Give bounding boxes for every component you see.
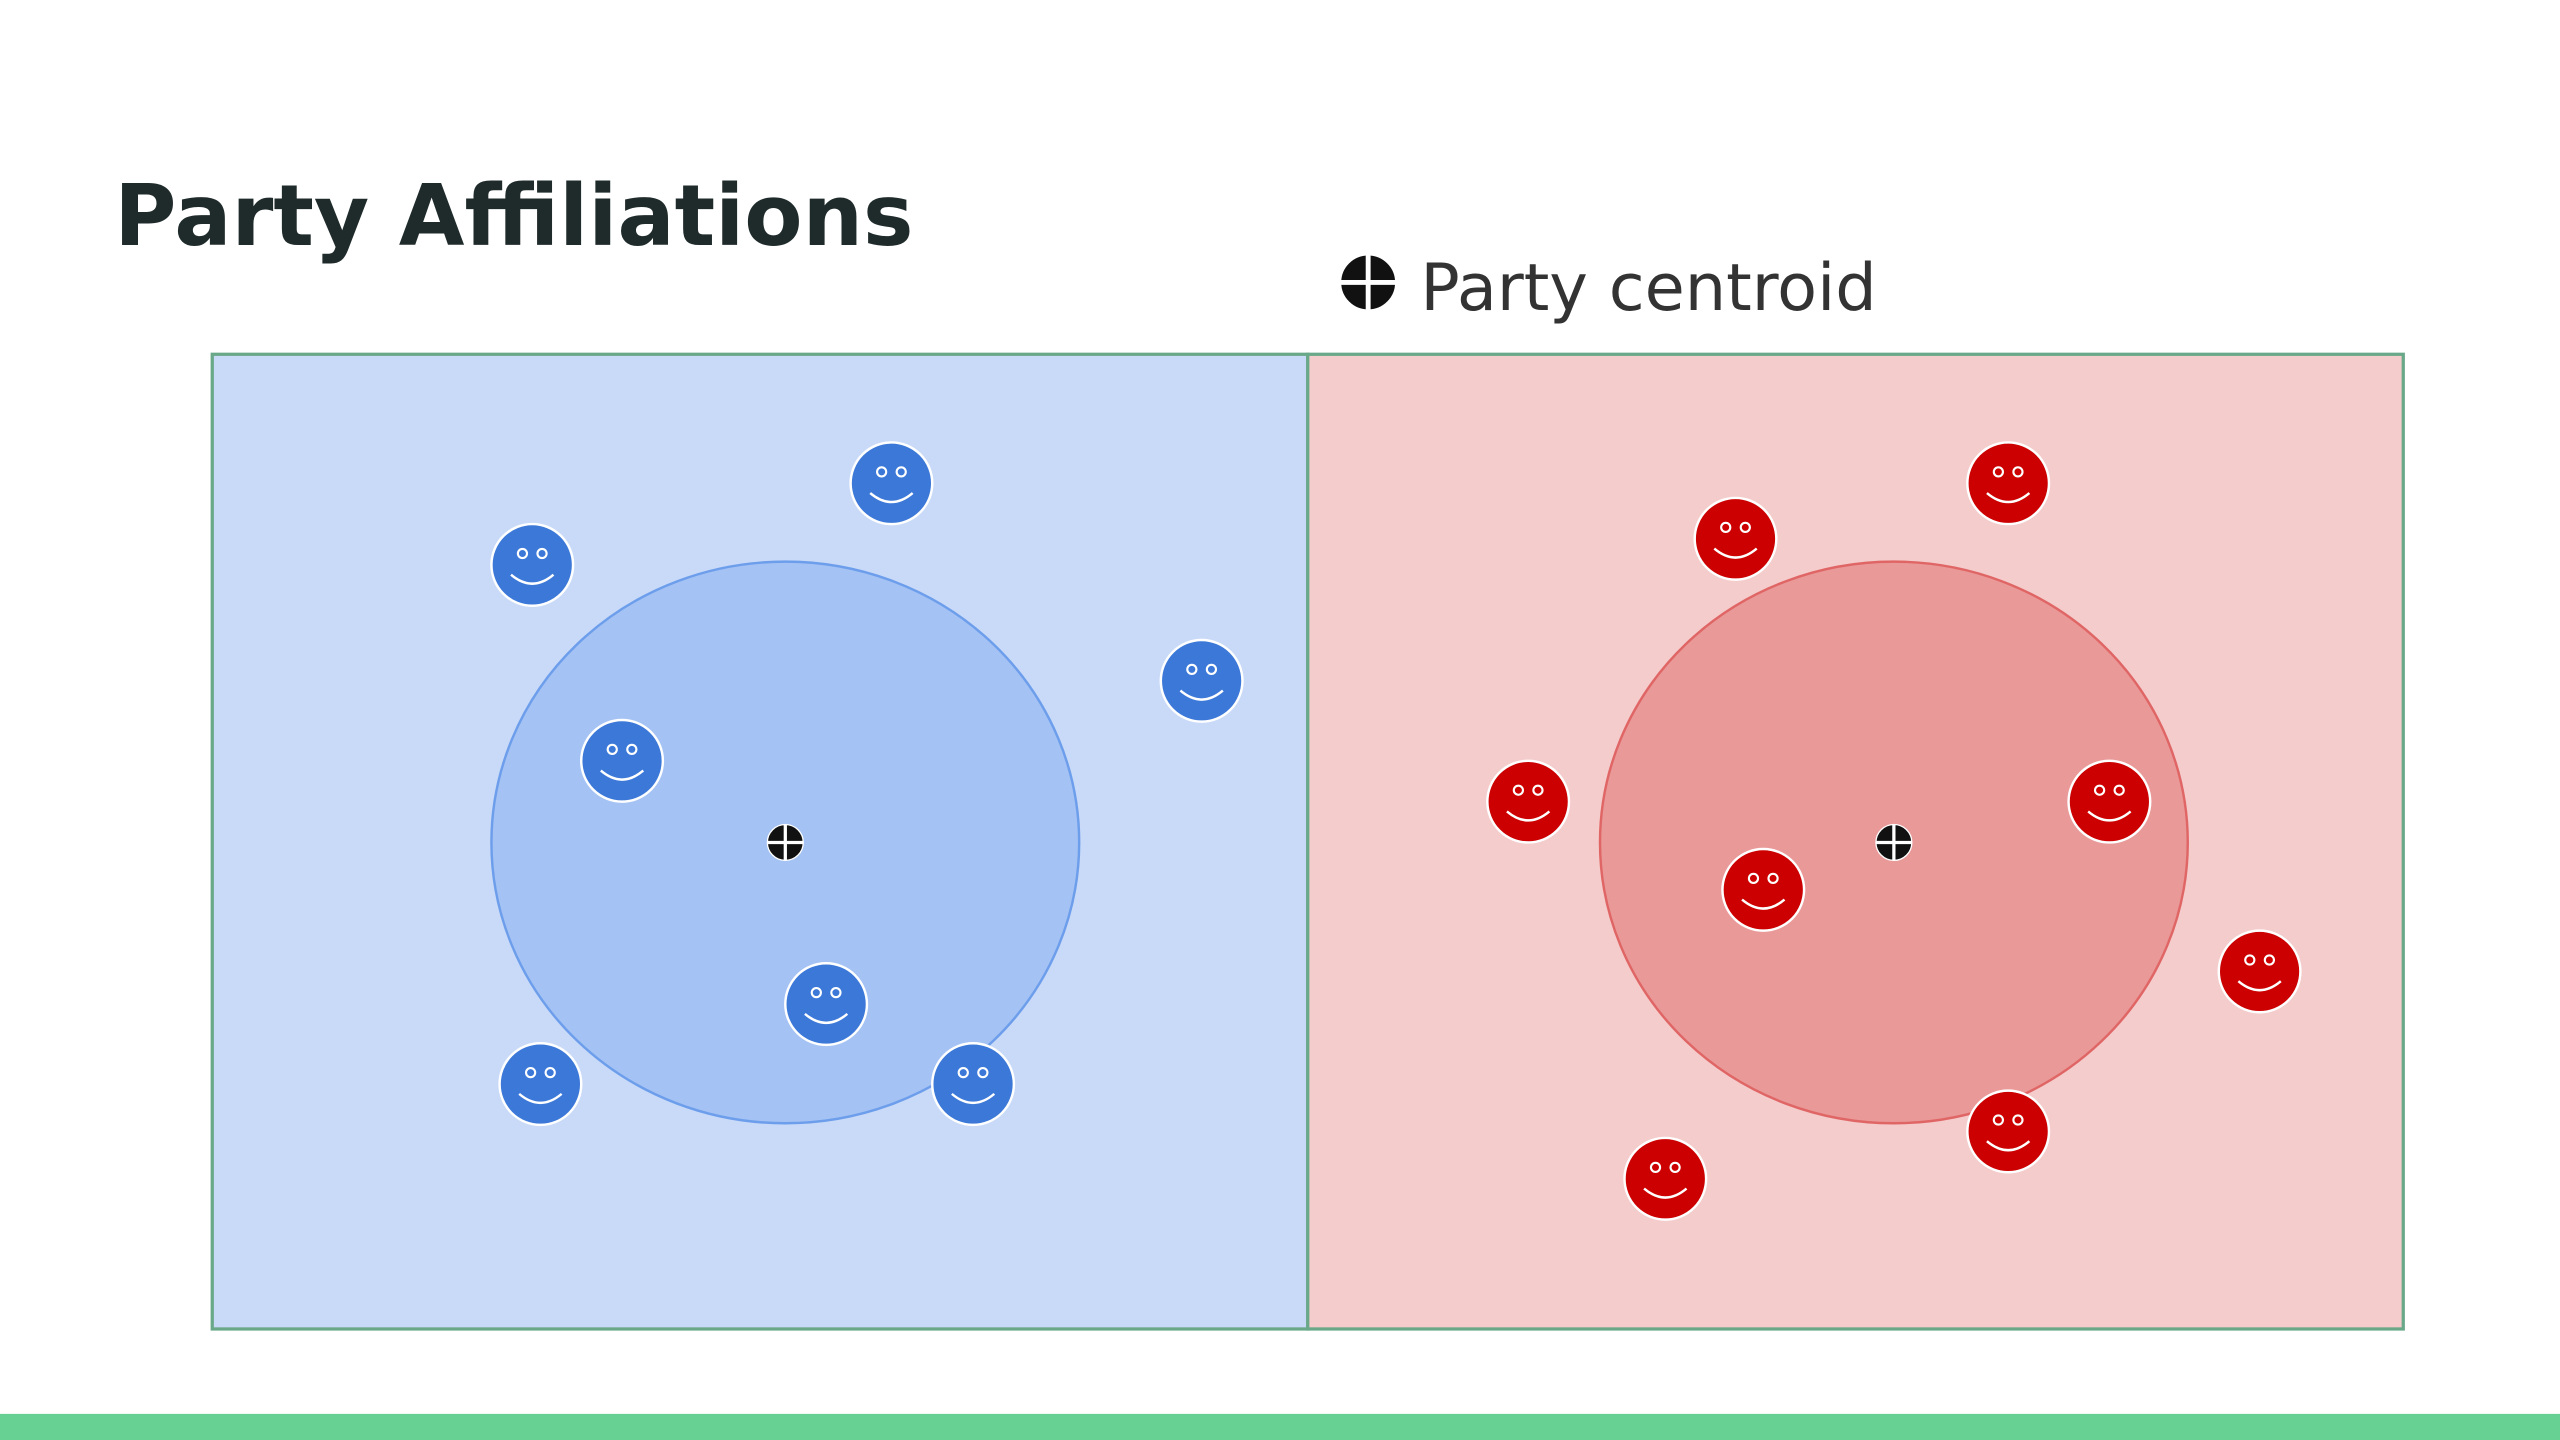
- mouth: [2237, 980, 2282, 992]
- blue-voter: [931, 1042, 1016, 1127]
- eye: [830, 987, 842, 999]
- red-voter: [1966, 441, 2051, 526]
- face: [580, 718, 665, 803]
- slide-title: Party Affiliations: [114, 167, 913, 266]
- red-voter: [2217, 929, 2302, 1014]
- face: [1966, 441, 2051, 526]
- eye: [1186, 663, 1198, 676]
- eye: [1649, 1161, 1662, 1173]
- red-voter: [1966, 1089, 2051, 1174]
- eye: [957, 1067, 969, 1079]
- face: [1721, 847, 1806, 932]
- eye: [2263, 954, 2276, 966]
- eye: [1532, 784, 1544, 796]
- marks: [490, 441, 2302, 1221]
- face: [1486, 759, 1571, 844]
- red-voter: [1693, 496, 1778, 581]
- eye: [626, 743, 638, 756]
- mouth: [1179, 689, 1224, 701]
- eye: [536, 547, 548, 560]
- mouth: [1986, 492, 2031, 504]
- eye: [1720, 521, 1732, 533]
- eye: [1739, 521, 1751, 533]
- eye: [544, 1067, 556, 1079]
- centroid-marker: [1339, 253, 1397, 312]
- eye: [516, 547, 529, 560]
- blue-voter: [849, 441, 934, 526]
- mouth: [510, 573, 555, 585]
- centroid-marker: [766, 823, 804, 862]
- mouth: [1713, 547, 1758, 559]
- legend-label: Party centroid: [1420, 250, 1876, 326]
- legend: Party centroid: [1339, 250, 1877, 326]
- mouth: [1643, 1187, 1688, 1199]
- mouth: [2087, 810, 2132, 822]
- red-voter: [1623, 1136, 1708, 1221]
- face: [498, 1042, 583, 1127]
- face: [2067, 759, 2152, 844]
- mouth: [1506, 810, 1551, 822]
- centroid-marker: [1875, 823, 1913, 862]
- eye: [606, 743, 618, 756]
- blue-voter: [1159, 638, 1244, 723]
- mouth: [518, 1092, 563, 1105]
- eye: [1747, 872, 1760, 884]
- eye: [875, 466, 888, 478]
- face: [784, 962, 869, 1047]
- blue-voter: [490, 522, 575, 607]
- face: [1966, 1089, 2051, 1174]
- mouth: [951, 1092, 996, 1105]
- mouth: [804, 1012, 849, 1025]
- blue-voter: [580, 718, 665, 803]
- face: [1623, 1136, 1708, 1221]
- mouth: [1741, 898, 1786, 910]
- eye: [524, 1067, 537, 1079]
- eye: [895, 466, 907, 478]
- face: [849, 441, 934, 526]
- eye: [2113, 784, 2125, 796]
- eye: [2012, 1114, 2024, 1126]
- eye: [1669, 1161, 1681, 1173]
- blue-voter: [498, 1042, 583, 1127]
- face: [1693, 496, 1778, 581]
- footer-bar: [0, 1413, 2560, 1440]
- mouth: [869, 492, 914, 504]
- face: [931, 1042, 1016, 1127]
- face: [2217, 929, 2302, 1014]
- red-voter: [1721, 847, 1806, 932]
- blue-voter: [784, 962, 869, 1047]
- red-voter: [2067, 759, 2152, 844]
- eye: [2093, 784, 2106, 796]
- eye: [1992, 1114, 2004, 1126]
- eye: [1992, 466, 2004, 478]
- face: [490, 522, 575, 607]
- eye: [1205, 663, 1218, 676]
- eye: [1767, 872, 1779, 884]
- eye: [2244, 954, 2256, 966]
- face: [1159, 638, 1244, 723]
- legend-icon: [1339, 253, 1397, 312]
- eye: [810, 987, 822, 999]
- mouth: [600, 769, 645, 781]
- red-voter: [1486, 759, 1571, 844]
- eye: [977, 1067, 989, 1079]
- eye: [2012, 466, 2024, 478]
- eye: [1512, 784, 1524, 796]
- mouth: [1986, 1140, 2031, 1152]
